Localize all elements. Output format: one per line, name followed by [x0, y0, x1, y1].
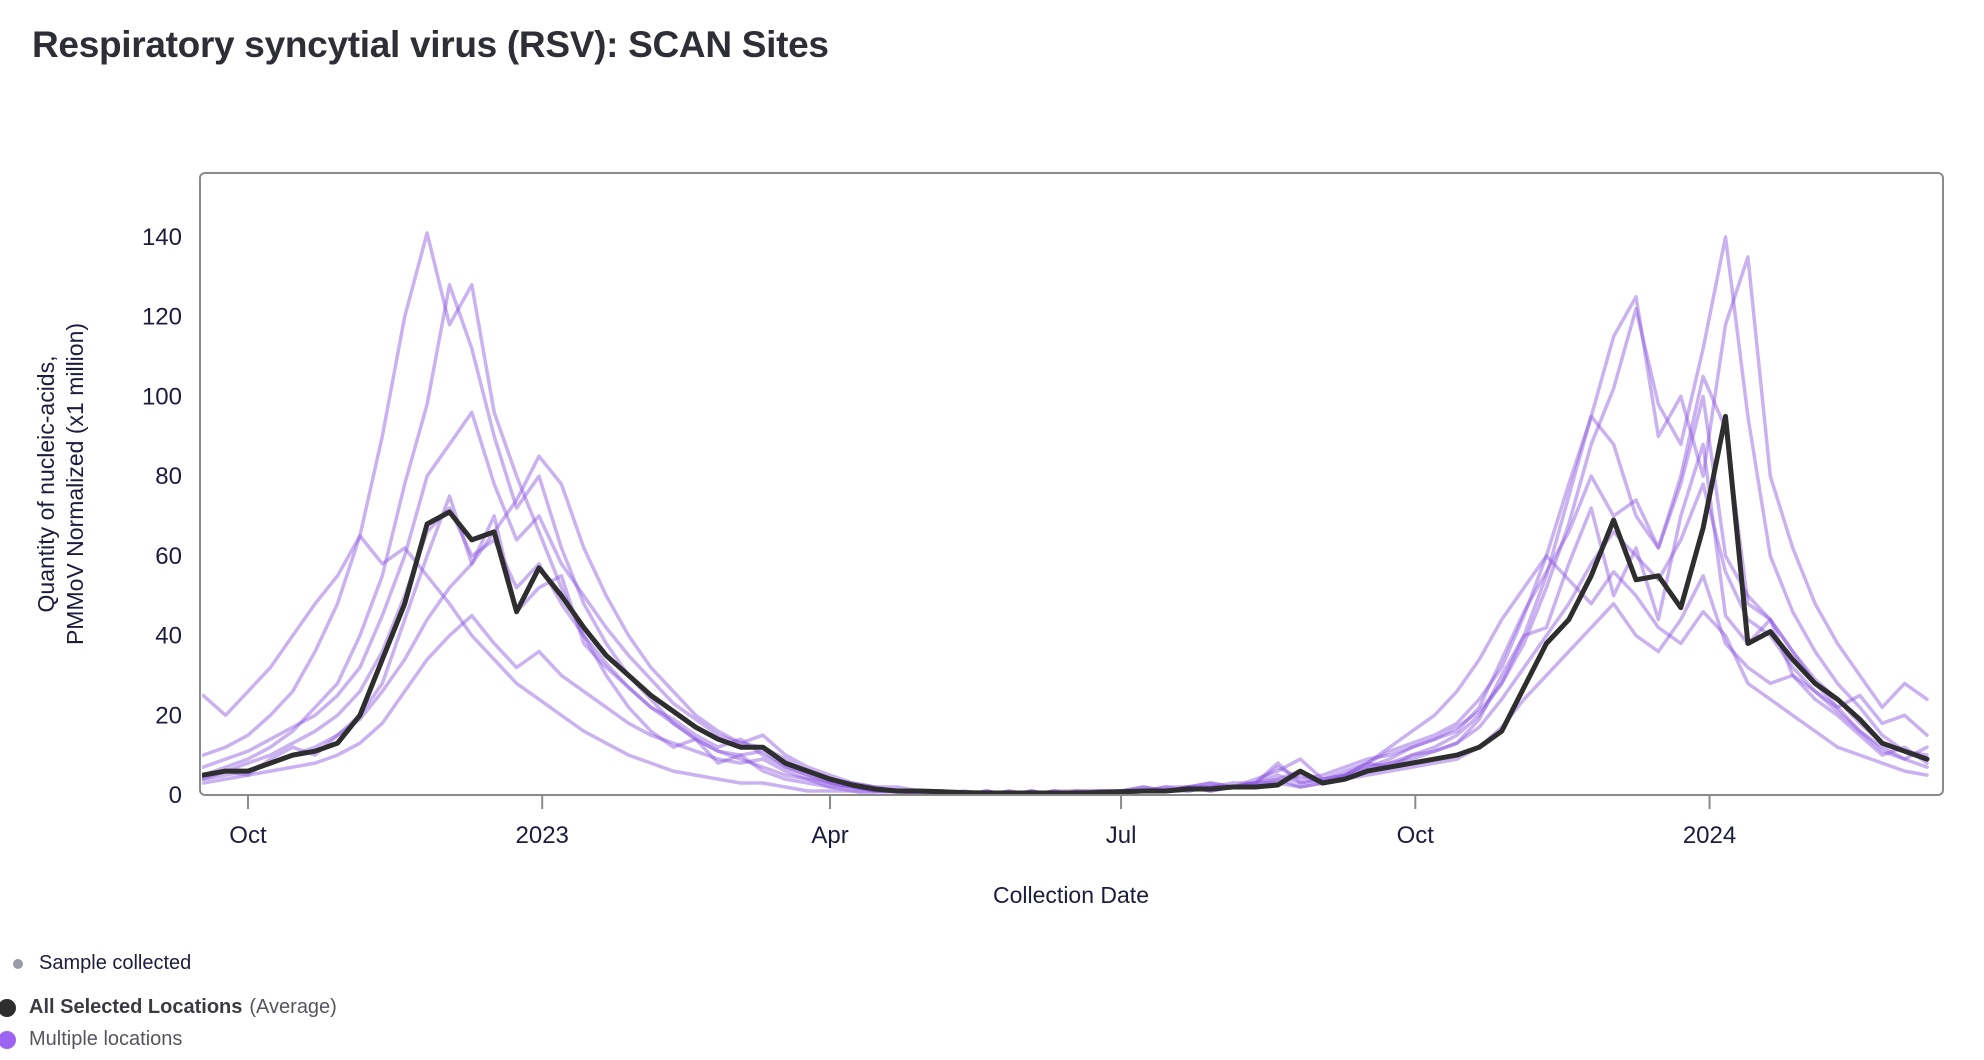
y-tick-label: 20 [155, 702, 182, 729]
multiple-locations-dot-icon [0, 1030, 16, 1049]
x-tick-label: Apr [811, 822, 848, 849]
y-tick-label: 80 [155, 463, 182, 490]
sample-collected-dot-icon [13, 958, 23, 969]
x-tick-label: Oct [1397, 822, 1435, 849]
y-tick-label: 140 [142, 224, 182, 251]
location-line [202, 574, 1929, 794]
y-tick-label: 60 [155, 543, 182, 570]
legend-item-all-selected-locations: All Selected Locations (Average) [0, 996, 337, 1019]
plot-border [199, 172, 1944, 796]
average-line [202, 413, 1930, 794]
axis-ticks: 0 20 40 60 80 100 120 140 Oct 2023 Apr Jul Oct 2024 [142, 224, 1736, 849]
x-axis-title: Collection Date [993, 882, 1149, 908]
average-line-dot-icon [0, 998, 16, 1017]
x-tick-label: 2023 [516, 822, 569, 849]
x-tick-label: 2024 [1683, 822, 1736, 849]
axes [199, 172, 1944, 796]
series-lines [202, 231, 1930, 794]
legend-average-label: All Selected Locations [29, 996, 243, 1018]
legend-item-sample-collected: Sample collected [13, 952, 191, 975]
y-axis-title-line2: PMMoV Normalized (x1 million) [62, 323, 88, 645]
legend-sample-label: Sample collected [39, 952, 192, 974]
location-line [202, 394, 1929, 794]
x-tick-label: Oct [229, 822, 267, 849]
legend-locations-label: Multiple locations [29, 1028, 183, 1050]
legend-average-suffix: (Average) [249, 996, 337, 1018]
y-tick-label: 100 [142, 383, 182, 410]
location-line [202, 454, 1929, 794]
y-axis-title-line1: Quantity of nucleic-acids, [33, 356, 59, 613]
page-title: Respiratory syncytial virus (RSV): SCAN … [32, 24, 829, 65]
x-tick-label: Jul [1106, 822, 1137, 849]
y-tick-label: 40 [155, 623, 182, 650]
legend-item-multiple-locations: Multiple locations [0, 1028, 182, 1051]
location-line [202, 534, 1929, 794]
y-tick-label: 120 [142, 304, 182, 331]
y-tick-label: 0 [169, 782, 182, 809]
